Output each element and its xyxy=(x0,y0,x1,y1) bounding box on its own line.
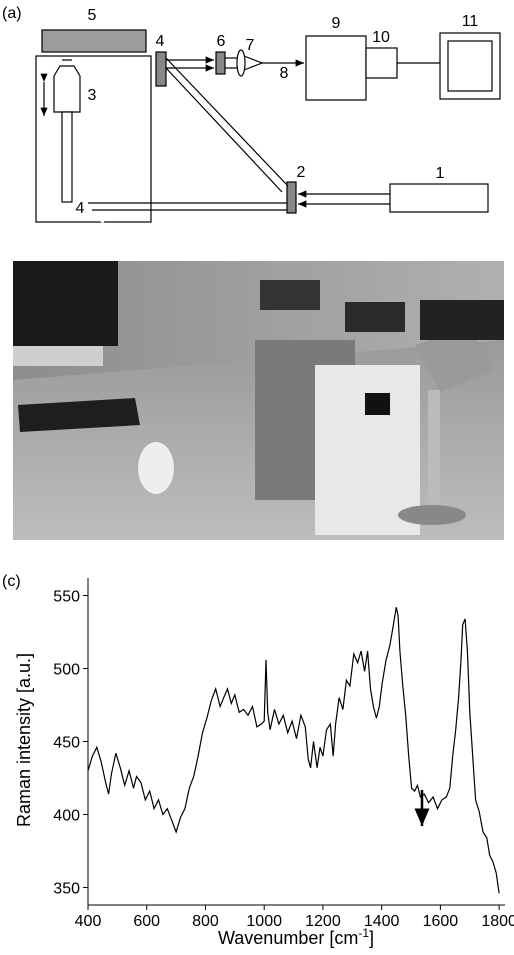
y-tick-label: 500 xyxy=(53,662,80,679)
beam-splitter xyxy=(287,182,296,213)
x-axis-label: Wavenumber [cm-1] xyxy=(218,926,374,948)
figure: (a) (b) (c) 53446789101121 Wavenumber [c… xyxy=(0,0,514,950)
component-label: 10 xyxy=(372,29,390,46)
x-tick-label: 800 xyxy=(192,913,219,930)
ccd-window xyxy=(365,393,390,415)
ccd xyxy=(366,48,397,78)
component-label: 2 xyxy=(297,164,306,181)
x-tick-label: 600 xyxy=(133,913,160,930)
spectrum-line xyxy=(88,607,499,893)
electronics xyxy=(260,280,320,310)
spectrograph xyxy=(306,36,366,100)
x-tick-label: 1400 xyxy=(364,913,400,930)
panel-label: (a) xyxy=(2,5,22,22)
component-label: 8 xyxy=(280,65,289,82)
microscope-frame xyxy=(36,56,151,222)
cables xyxy=(420,300,504,340)
spectrum-chart: Wavenumber [cm-1] Raman intensity [a.u.]… xyxy=(14,578,514,948)
mouse xyxy=(138,442,174,494)
x-tick-label: 400 xyxy=(75,913,102,930)
y-axis-label: Raman intensity [a.u.] xyxy=(14,653,34,827)
y-tick-label: 450 xyxy=(53,735,80,752)
objective xyxy=(54,66,80,112)
x-axis-label-text: Wavenumber [cm xyxy=(218,928,358,948)
x-tick-label: 1600 xyxy=(423,913,459,930)
component-label: 9 xyxy=(332,15,341,32)
lcd-monitor xyxy=(13,261,118,346)
filter xyxy=(216,52,225,74)
laser xyxy=(390,184,488,212)
setup-schematic xyxy=(36,30,500,222)
y-tick-label: 350 xyxy=(53,880,80,897)
electronics xyxy=(345,302,405,332)
beam xyxy=(166,58,288,186)
x-tick-label: 1000 xyxy=(246,913,282,930)
focus xyxy=(244,56,262,70)
monitor xyxy=(440,33,500,99)
component-label: 4 xyxy=(156,33,165,50)
component-label: 4 xyxy=(76,200,85,217)
x-axis-label-text: ] xyxy=(369,928,374,948)
y-tick-label: 400 xyxy=(53,807,80,824)
post xyxy=(428,390,440,510)
lens xyxy=(237,50,245,76)
component-label: 6 xyxy=(217,33,226,50)
post-base xyxy=(398,505,466,525)
component-label: 1 xyxy=(436,165,445,182)
component-label: 3 xyxy=(88,87,97,104)
photo xyxy=(13,261,504,540)
y-tick-label: 550 xyxy=(53,589,80,606)
x-tick-label: 1200 xyxy=(305,913,341,930)
tube xyxy=(62,112,72,202)
component-label: 5 xyxy=(88,7,97,24)
x-tick-label: 1800 xyxy=(481,913,514,930)
beam xyxy=(166,68,282,192)
sample-stage xyxy=(42,30,146,52)
component-label: 11 xyxy=(462,13,479,30)
mirror xyxy=(156,52,166,86)
component-label: 7 xyxy=(246,37,255,54)
monitor-stand xyxy=(13,346,103,366)
panel-label: (c) xyxy=(2,573,21,590)
